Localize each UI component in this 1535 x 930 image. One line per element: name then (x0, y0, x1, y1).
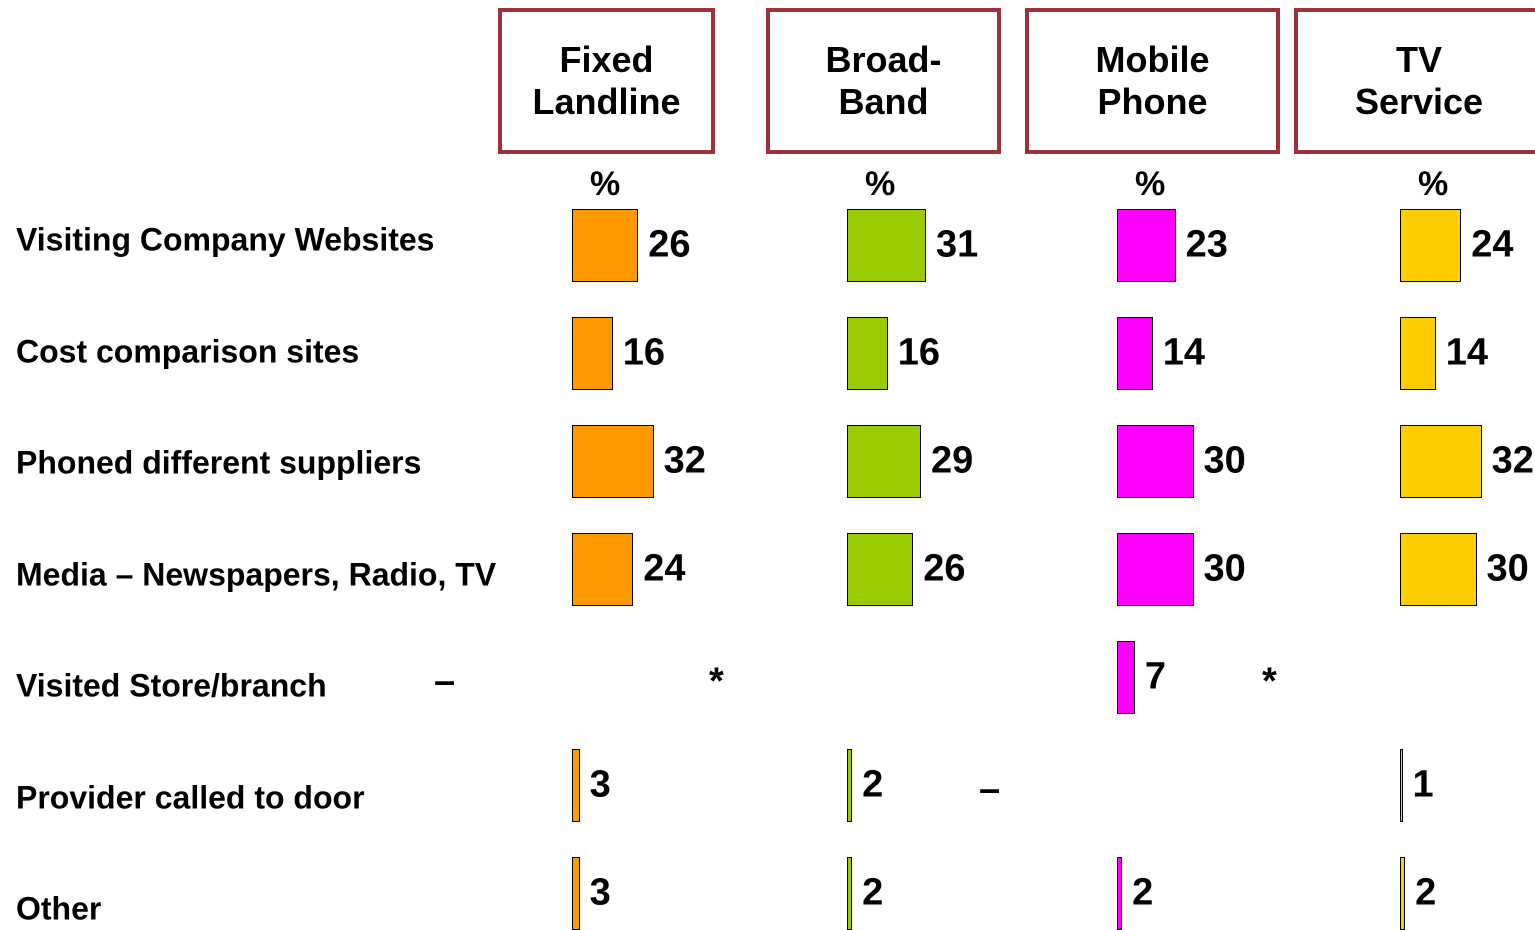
value-label: * (1262, 660, 1277, 703)
value-label: 3 (589, 763, 611, 806)
value-label: 2 (1415, 871, 1437, 914)
bar (1117, 640, 1135, 714)
bar (847, 532, 914, 606)
series-header: Mobile Phone (1025, 8, 1280, 154)
bar (1117, 208, 1176, 282)
value-label: 30 (1203, 547, 1246, 590)
series-header: Broad-Band (766, 8, 1001, 154)
row-label: Provider called to door (16, 779, 365, 815)
unit-label: % (590, 165, 621, 203)
bar (1400, 748, 1403, 822)
row-label: Visiting Company Websites (16, 221, 435, 258)
value-label: 2 (1132, 871, 1154, 914)
bar (1400, 316, 1436, 390)
bar (572, 208, 639, 282)
value-label: 14 (1162, 331, 1205, 374)
unit-label: % (1418, 165, 1449, 203)
value-label: 24 (1471, 223, 1514, 266)
value-label: 1 (1412, 763, 1434, 806)
bar (847, 316, 888, 390)
value-label: 14 (1445, 331, 1488, 374)
bar (572, 532, 634, 606)
bar (847, 748, 853, 822)
bar (572, 316, 613, 390)
series-header: Fixed Landline (498, 8, 715, 154)
row-label: Media – Newspapers, Radio, TV (16, 556, 497, 592)
row-label: Phoned different suppliers (16, 444, 422, 481)
row-label: Cost comparison sites (16, 333, 360, 369)
bar (1400, 856, 1406, 930)
unit-label: % (865, 165, 896, 203)
value-label: 2 (862, 763, 884, 806)
value-label: 16 (897, 331, 941, 374)
series-name: Broad-Band (825, 39, 942, 122)
series-header: TV Service (1294, 8, 1535, 154)
value-label: 24 (643, 547, 686, 590)
bar (847, 856, 853, 930)
bar (1400, 532, 1477, 606)
bar (1117, 856, 1123, 930)
value-label: 3 (589, 871, 611, 914)
row-label: Visited Store/branch (16, 667, 327, 704)
value-label: 31 (936, 223, 979, 266)
value-label: 16 (622, 331, 666, 374)
series-name: TV Service (1354, 39, 1484, 122)
value-label: – (434, 660, 456, 703)
bar (1117, 424, 1194, 498)
value-label: 30 (1203, 439, 1246, 482)
bar (572, 856, 580, 930)
unit-label: % (1135, 165, 1166, 203)
value-label: * (709, 660, 724, 703)
row-label: Other (16, 890, 102, 927)
series-name: Fixed Landline (532, 39, 681, 122)
value-label: 7 (1144, 655, 1166, 698)
bar (572, 748, 580, 822)
value-label: 2 (862, 871, 884, 914)
value-label: 26 (923, 547, 966, 590)
series-name: Mobile Phone (1095, 39, 1210, 122)
bar (1400, 208, 1462, 282)
value-label: 32 (1491, 439, 1534, 482)
bar (1117, 316, 1153, 390)
bar (1400, 424, 1482, 498)
value-label: – (979, 768, 1001, 811)
value-label: 23 (1185, 223, 1228, 266)
bar (1117, 532, 1194, 606)
value-label: 26 (648, 223, 691, 266)
bar (847, 208, 927, 282)
value-label: 29 (930, 439, 974, 482)
bar (572, 424, 654, 498)
value-label: 30 (1486, 547, 1529, 590)
value-label: 32 (663, 439, 706, 482)
bar (847, 424, 921, 498)
